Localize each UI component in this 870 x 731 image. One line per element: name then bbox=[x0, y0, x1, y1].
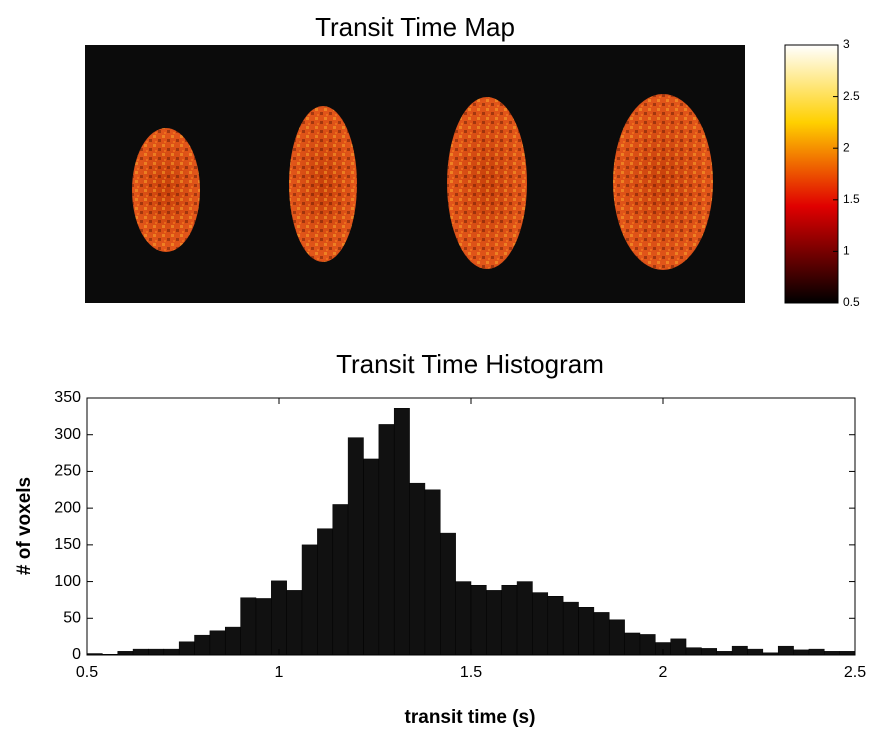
bar bbox=[302, 545, 317, 655]
bar bbox=[271, 581, 286, 655]
bar bbox=[256, 598, 271, 655]
bar bbox=[824, 651, 839, 655]
y-tick-label: 200 bbox=[54, 499, 81, 516]
bar bbox=[287, 590, 302, 655]
bar bbox=[594, 612, 609, 655]
y-axis-label: # of voxels bbox=[14, 477, 35, 575]
colorbar-tick-label: 0.5 bbox=[843, 295, 860, 309]
bar bbox=[809, 649, 824, 655]
colorbar-tick-label: 3 bbox=[843, 37, 850, 51]
bar bbox=[625, 633, 640, 655]
bar bbox=[840, 651, 855, 655]
bar bbox=[195, 635, 210, 655]
bar bbox=[671, 639, 686, 655]
y-tick-label: 50 bbox=[63, 610, 81, 627]
bar bbox=[317, 529, 332, 655]
bar bbox=[164, 649, 179, 655]
bar bbox=[563, 602, 578, 655]
bar bbox=[148, 649, 163, 655]
bar bbox=[686, 648, 701, 655]
bar bbox=[778, 646, 793, 655]
bar bbox=[532, 593, 547, 655]
bar bbox=[440, 533, 455, 655]
bar bbox=[794, 650, 809, 655]
bar bbox=[241, 598, 256, 655]
y-tick-label: 150 bbox=[54, 536, 81, 553]
bar bbox=[210, 631, 225, 655]
bar bbox=[486, 590, 501, 655]
bar bbox=[517, 582, 532, 655]
map-title: Transit Time Map bbox=[315, 12, 515, 42]
colorbar-tick-label: 1 bbox=[843, 244, 850, 258]
y-tick-label: 100 bbox=[54, 573, 81, 590]
bar bbox=[394, 408, 409, 655]
x-tick-label: 0.5 bbox=[76, 664, 98, 681]
bar bbox=[701, 648, 716, 655]
bar bbox=[348, 438, 363, 655]
bar bbox=[379, 424, 394, 655]
bar bbox=[225, 627, 240, 655]
bar bbox=[732, 646, 747, 655]
bar bbox=[640, 634, 655, 655]
colorbar-tick-label: 2 bbox=[843, 140, 850, 154]
y-tick-label: 250 bbox=[54, 463, 81, 480]
y-tick-label: 300 bbox=[54, 426, 81, 443]
bar bbox=[747, 649, 762, 655]
x-tick-label: 1 bbox=[275, 664, 284, 681]
bar bbox=[579, 607, 594, 655]
y-tick-label: 0 bbox=[72, 646, 81, 663]
bar bbox=[425, 490, 440, 655]
bar bbox=[333, 504, 348, 655]
bar bbox=[363, 459, 378, 655]
bar bbox=[456, 582, 471, 655]
x-axis-label: transit time (s) bbox=[405, 707, 536, 728]
histogram-title: Transit Time Histogram bbox=[336, 349, 604, 379]
colorbar-tick-label: 1.5 bbox=[843, 192, 860, 206]
x-tick-label: 1.5 bbox=[460, 664, 482, 681]
bar bbox=[471, 585, 486, 655]
x-tick-label: 2 bbox=[659, 664, 668, 681]
bar bbox=[118, 651, 133, 655]
bar bbox=[179, 642, 194, 655]
colorbar bbox=[785, 45, 838, 303]
bar bbox=[609, 620, 624, 655]
bar bbox=[548, 596, 563, 655]
bar bbox=[502, 585, 517, 655]
y-tick-label: 350 bbox=[54, 389, 81, 406]
colorbar-tick-label: 2.5 bbox=[843, 89, 860, 103]
x-tick-label: 2.5 bbox=[844, 664, 866, 681]
bar bbox=[410, 483, 425, 655]
bar bbox=[717, 651, 732, 655]
bar bbox=[133, 649, 148, 655]
figure: Transit Time Map Transit Time Histogram … bbox=[0, 0, 870, 731]
